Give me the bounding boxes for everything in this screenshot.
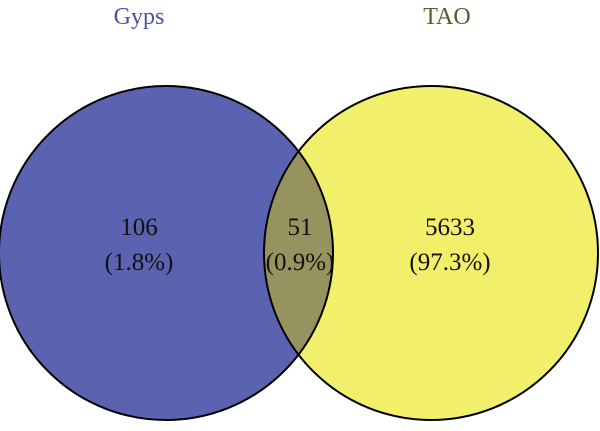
- overlap-count: 51: [288, 214, 313, 241]
- tao-set-label: TAO: [423, 4, 470, 30]
- gyps-only-percent: (1.8%): [105, 249, 174, 276]
- tao-outline: [263, 85, 599, 421]
- gyps-only-count: 106: [120, 214, 158, 241]
- gyps-set-label: Gyps: [114, 4, 165, 30]
- gyps-circle: [0, 86, 333, 420]
- overlap-percent: (0.9%): [266, 249, 335, 276]
- tao-circle: [264, 86, 598, 420]
- tao-only-percent: (97.3%): [409, 249, 490, 276]
- tao-only-count: 5633: [425, 214, 475, 241]
- gyps-outline: [0, 85, 334, 421]
